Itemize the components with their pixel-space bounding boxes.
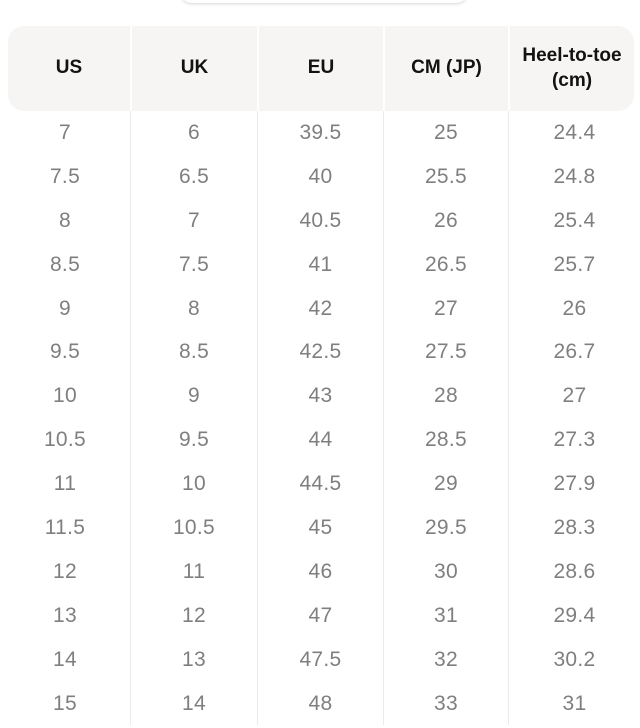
table-cell: 40: [257, 154, 383, 199]
table-cell: 28.3: [508, 506, 640, 550]
table-cell: 9: [130, 374, 257, 419]
table-cell: 11: [130, 549, 257, 594]
table-cell: 7.5: [130, 242, 257, 287]
table-cell: 26: [508, 286, 640, 331]
table-cell: 8: [130, 286, 257, 331]
table-body: 7 6 39.5 25 24.4 7.5 6.5 40 25.5 24.8 8 7 40.5 26 25.4…: [0, 111, 640, 726]
table-cell: 30.2: [508, 637, 640, 682]
table-cell: 46: [257, 549, 383, 594]
table-cell: 10: [53, 384, 77, 408]
table-cell: 8: [59, 208, 71, 232]
column-header-heel-to-toe: Heel-to-toe (cm): [508, 26, 634, 111]
table-row: 7.5 6.5 40 25.5 24.8: [0, 154, 640, 199]
column-header-eu: EU: [257, 26, 383, 111]
size-chart-header: US UK EU CM (JP) Heel-to-toe (cm): [8, 26, 634, 111]
table-row: 9 8 42 27 26: [0, 286, 640, 331]
table-cell: 7: [130, 198, 257, 243]
table-cell: 44.5: [257, 462, 383, 507]
table-row: 8.5 7.5 41 26.5 25.7: [0, 242, 640, 287]
table-cell: 8.5: [49, 252, 81, 276]
table-row: 12 11 46 30 28.6: [0, 549, 640, 594]
table-cell: 9.5: [130, 418, 257, 463]
table-cell: 11: [53, 472, 77, 496]
table-row: 11 10 44.5 29 27.9: [0, 462, 640, 507]
table-row: 10.5 9.5 44 28.5 27.3: [0, 418, 640, 463]
column-header-us: US: [55, 57, 83, 79]
table-cell: 24.8: [508, 154, 640, 199]
table-row: 13 12 47 31 29.4: [0, 593, 640, 638]
table-row: 11.5 10.5 45 29.5 28.3: [0, 506, 640, 550]
cutoff-element-edge: [180, 0, 468, 3]
table-cell: 24.4: [508, 111, 640, 155]
table-cell: 25.4: [508, 198, 640, 243]
table-cell: 47: [257, 593, 383, 638]
table-cell: 28: [383, 374, 508, 419]
table-cell: 7.5: [49, 164, 81, 188]
table-cell: 15: [53, 691, 77, 715]
table-cell: 31: [383, 593, 508, 638]
table-cell: 40.5: [257, 198, 383, 243]
table-cell: 11.5: [44, 515, 86, 539]
table-cell: 9: [59, 296, 71, 320]
table-cell: 25: [383, 111, 508, 155]
table-row: 8 7 40.5 26 25.4: [0, 198, 640, 243]
table-cell: 27.5: [383, 330, 508, 375]
table-cell: 30: [383, 549, 508, 594]
table-cell: 14: [53, 647, 77, 671]
table-cell: 41: [257, 242, 383, 287]
table-row: 7 6 39.5 25 24.4: [0, 111, 640, 155]
table-cell: 39.5: [257, 111, 383, 155]
table-cell: 27: [383, 286, 508, 331]
table-cell: 43: [257, 374, 383, 419]
table-cell: 28.5: [383, 418, 508, 463]
table-cell: 33: [383, 681, 508, 726]
table-cell: 32: [383, 637, 508, 682]
table-cell: 13: [130, 637, 257, 682]
table-cell: 25.5: [383, 154, 508, 199]
table-cell: 26.7: [508, 330, 640, 375]
table-cell: 45: [257, 506, 383, 550]
table-cell: 7: [59, 120, 71, 144]
table-cell: 10.5: [130, 506, 257, 550]
table-cell: 29: [383, 462, 508, 507]
table-cell: 9.5: [49, 340, 81, 364]
table-cell: 12: [130, 593, 257, 638]
table-cell: 27: [508, 374, 640, 419]
table-cell: 31: [508, 681, 640, 726]
table-cell: 14: [130, 681, 257, 726]
table-row: 14 13 47.5 32 30.2: [0, 637, 640, 682]
table-cell: 6: [130, 111, 257, 155]
table-cell: 12: [53, 559, 77, 583]
table-cell: 8.5: [130, 330, 257, 375]
column-header-cm-jp: CM (JP): [383, 26, 508, 111]
table-cell: 26: [383, 198, 508, 243]
table-cell: 10: [130, 462, 257, 507]
table-cell: 42: [257, 286, 383, 331]
table-row: 9.5 8.5 42.5 27.5 26.7: [0, 330, 640, 375]
table-cell: 29.5: [383, 506, 508, 550]
table-cell: 27.3: [508, 418, 640, 463]
table-cell: 28.6: [508, 549, 640, 594]
column-header-uk: UK: [130, 26, 257, 111]
table-cell: 48: [257, 681, 383, 726]
table-cell: 26.5: [383, 242, 508, 287]
table-cell: 6.5: [130, 154, 257, 199]
table-cell: 27.9: [508, 462, 640, 507]
table-row: 15 14 48 33 31: [0, 681, 640, 726]
table-cell: 25.7: [508, 242, 640, 287]
table-cell: 44: [257, 418, 383, 463]
table-cell: 47.5: [257, 637, 383, 682]
table-cell: 13: [53, 603, 77, 627]
table-cell: 29.4: [508, 593, 640, 638]
table-cell: 42.5: [257, 330, 383, 375]
table-row: 10 9 43 28 27: [0, 374, 640, 419]
table-cell: 10.5: [43, 428, 87, 452]
